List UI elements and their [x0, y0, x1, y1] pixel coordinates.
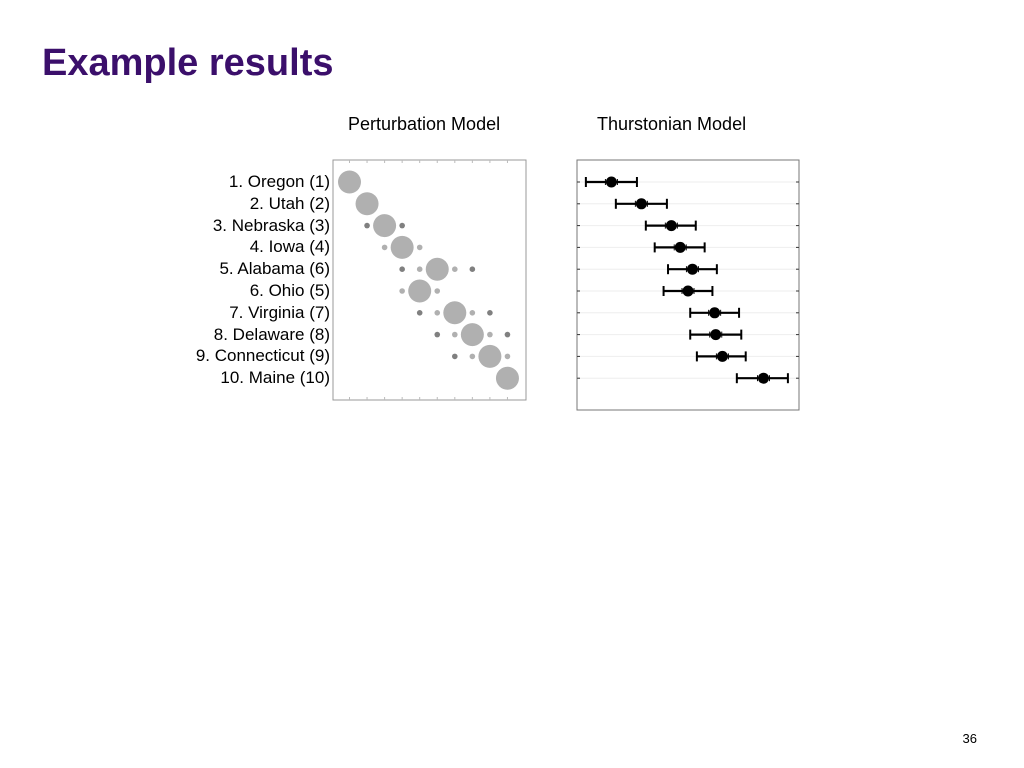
perturbation-point: [478, 344, 502, 368]
mean-point: [674, 241, 686, 253]
row-label: 9. Connecticut (9): [195, 346, 330, 366]
perturbation-point: [416, 266, 423, 273]
perturbation-point: [364, 222, 370, 229]
perturbation-point: [425, 257, 449, 281]
mean-point: [716, 350, 728, 362]
perturbation-point: [399, 266, 405, 273]
perturbation-point: [469, 310, 476, 316]
row-label: 7. Virginia (7): [229, 302, 330, 322]
thurstonian-plot: [576, 159, 800, 411]
perturbation-point: [443, 301, 467, 325]
row-label: 2. Utah (2): [249, 193, 330, 213]
perturbation-point: [416, 244, 423, 251]
row-label: 1. Oregon (1): [228, 172, 330, 191]
perturbation-point: [469, 353, 476, 360]
mean-point: [682, 285, 694, 297]
mean-point: [710, 329, 722, 341]
mean-point: [686, 263, 698, 275]
row-label: 6. Ohio (5): [249, 281, 330, 300]
perturbation-point: [416, 310, 423, 316]
perturbation-point: [408, 279, 432, 303]
mean-point: [757, 372, 769, 384]
perturbation-plot: [332, 159, 527, 401]
perturbation-point: [355, 192, 379, 216]
slide-title: Example results: [42, 42, 334, 84]
perturbation-point: [338, 170, 361, 194]
perturbation-point: [452, 331, 458, 338]
perturbation-point: [452, 353, 458, 360]
perturbation-point: [495, 366, 519, 390]
row-label: 5. Alabama (6): [219, 259, 330, 279]
thurstonian-plot-frame: [576, 159, 800, 411]
mean-point: [635, 198, 647, 210]
perturbation-point: [487, 310, 493, 316]
slide-page-number: 36: [962, 731, 977, 746]
perturbation-point: [504, 353, 511, 360]
row-label: 3. Nebraska (3): [212, 215, 330, 235]
mean-point: [665, 220, 677, 232]
perturbation-point: [469, 266, 476, 273]
perturbation-point: [460, 323, 484, 347]
perturbation-point: [390, 235, 414, 259]
perturbation-point: [399, 222, 405, 229]
row-label: 4. Iowa (4): [249, 237, 330, 257]
perturbation-point: [504, 331, 511, 338]
perturbation-point: [434, 331, 441, 338]
row-label: 8. Delaware (8): [213, 324, 330, 344]
perturbation-point: [381, 244, 388, 251]
mean-point: [709, 307, 721, 319]
perturbation-point: [373, 214, 397, 238]
row-label: 10. Maine (10): [220, 368, 330, 388]
thurstonian-chart-title: Thurstonian Model: [597, 114, 747, 134]
perturbation-point: [434, 310, 441, 316]
perturbation-plot-frame: [332, 159, 527, 401]
perturbation-point: [434, 288, 441, 294]
perturbation-chart-title: Perturbation Model: [348, 114, 501, 134]
perturbation-point: [487, 331, 493, 338]
perturbation-point: [452, 266, 458, 273]
mean-point: [605, 176, 617, 188]
perturbation-point: [399, 288, 405, 294]
